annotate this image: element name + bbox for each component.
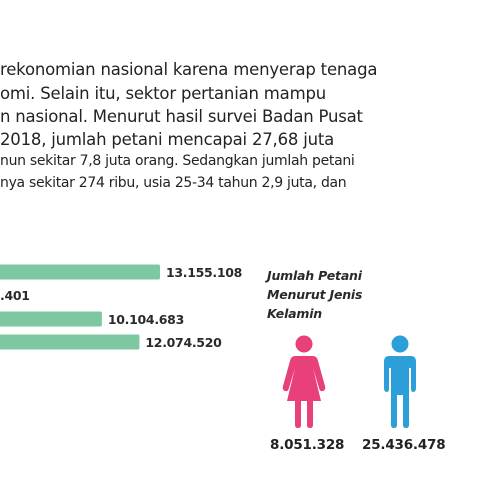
bar-4 bbox=[0, 334, 140, 350]
bar-value-label-1: 13.155.108 bbox=[166, 265, 242, 280]
article-line-1: rekonomian nasional karena menyerap tena… bbox=[0, 60, 378, 79]
female-value: 8.051.328 bbox=[270, 437, 345, 453]
bar-chart: 13.155.108 .401 10.104.683 12.074.520 bbox=[0, 264, 242, 350]
male-icon bbox=[384, 335, 416, 428]
article-line-4: 2018, jumlah petani mencapai 27,68 juta bbox=[0, 130, 335, 149]
article-line-5: nun sekitar 7,8 juta orang. Sedangkan ju… bbox=[0, 153, 355, 169]
gender-title-line-1: Jumlah Petani bbox=[267, 268, 362, 283]
bar-3 bbox=[0, 311, 102, 327]
article-line-2: omi. Selain itu, sektor pertanian mampu bbox=[0, 84, 326, 103]
gender-title-line-3: Kelamin bbox=[267, 306, 323, 321]
bar-value-label-2: .401 bbox=[0, 288, 30, 303]
male-value: 25.436.478 bbox=[362, 437, 446, 453]
bar-value-label-3: 10.104.683 bbox=[108, 312, 184, 327]
gender-chart-title: Jumlah Petani Menurut Jenis Kelamin bbox=[267, 266, 407, 323]
female-icon bbox=[282, 335, 326, 428]
article-line-6: nya sekitar 274 ribu, usia 25-34 tahun 2… bbox=[0, 175, 347, 191]
bar-1 bbox=[0, 264, 160, 280]
gender-title-line-2: Menurut Jenis bbox=[267, 287, 363, 302]
bar-value-label-4: 12.074.520 bbox=[145, 335, 222, 350]
article-line-3: n nasional. Menurut hasil survei Badan P… bbox=[0, 107, 363, 126]
